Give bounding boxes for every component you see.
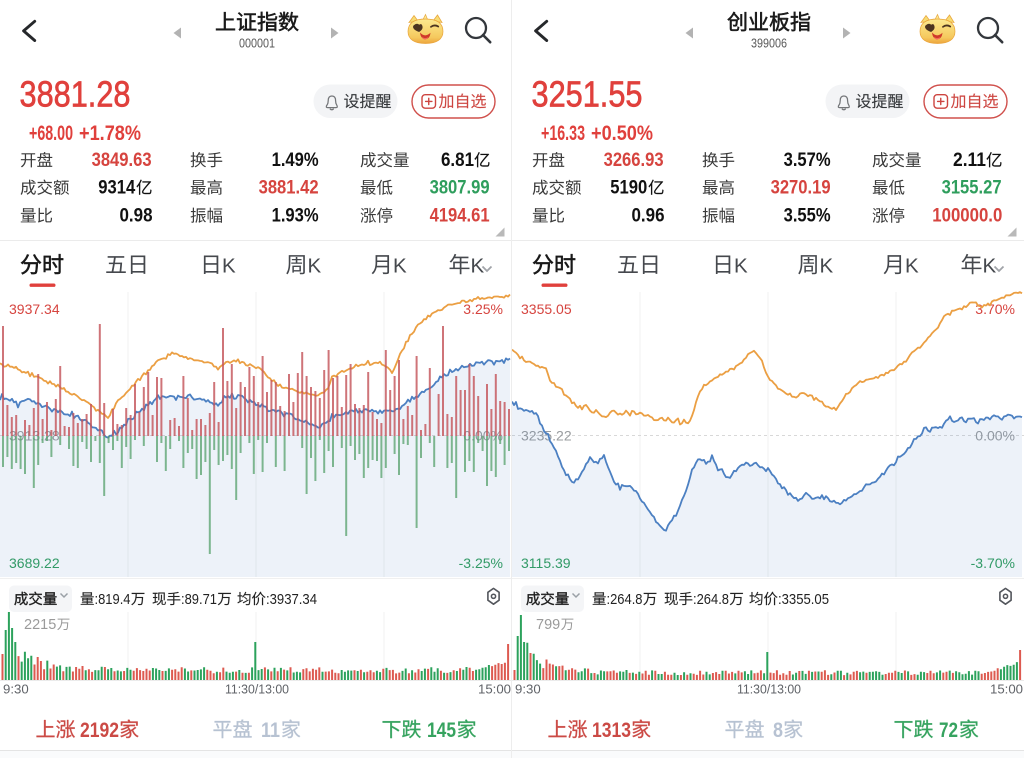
svg-text:799: 799	[536, 617, 560, 633]
svg-text::819.4: :819.4	[95, 591, 131, 608]
svg-text:K: K	[905, 255, 919, 278]
svg-text:K: K	[471, 255, 485, 278]
svg-text::89.71: :89.71	[181, 591, 217, 608]
svg-text:000001: 000001	[239, 37, 275, 51]
svg-text:3849.63: 3849.63	[92, 150, 152, 171]
svg-text:9314: 9314	[98, 178, 135, 199]
svg-text:3115.39: 3115.39	[521, 555, 571, 571]
svg-text:2215: 2215	[24, 617, 56, 633]
svg-text:3.55%: 3.55%	[784, 206, 831, 227]
svg-text:4194.61: 4194.61	[430, 206, 490, 227]
svg-text:0.00%: 0.00%	[975, 428, 1015, 444]
svg-text:5190: 5190	[610, 178, 647, 199]
svg-text:3689.22: 3689.22	[9, 555, 60, 571]
svg-text:2192: 2192	[80, 718, 119, 742]
svg-text:K: K	[222, 255, 236, 278]
svg-text:399006: 399006	[751, 37, 787, 51]
svg-text:-3.25%: -3.25%	[459, 555, 503, 571]
svg-text:+16.33: +16.33	[541, 121, 585, 145]
svg-text:1313: 1313	[592, 718, 631, 742]
svg-text:1.49%: 1.49%	[272, 150, 319, 171]
svg-text:3155.27: 3155.27	[942, 178, 1002, 199]
svg-text:15:00: 15:00	[990, 682, 1023, 697]
svg-text:-3.70%: -3.70%	[971, 555, 1015, 571]
svg-text:K: K	[734, 255, 748, 278]
svg-text::3937.34: :3937.34	[266, 591, 317, 608]
svg-text::3355.05: :3355.05	[778, 591, 829, 608]
svg-text:11: 11	[261, 718, 280, 742]
svg-text:+0.50%: +0.50%	[591, 121, 653, 145]
svg-text:145: 145	[427, 718, 456, 742]
svg-text:0.96: 0.96	[632, 206, 665, 227]
svg-text:3937.34: 3937.34	[9, 301, 60, 317]
svg-text:3.57%: 3.57%	[784, 150, 831, 171]
svg-text:3235.22: 3235.22	[521, 428, 572, 444]
svg-text:11:30/13:00: 11:30/13:00	[225, 682, 289, 697]
svg-text:+1.78%: +1.78%	[79, 121, 141, 145]
svg-text:K: K	[393, 255, 407, 278]
svg-text:0.98: 0.98	[120, 206, 153, 227]
svg-text:3.25%: 3.25%	[463, 301, 503, 317]
svg-text:3270.19: 3270.19	[771, 178, 831, 199]
svg-text:3807.99: 3807.99	[430, 178, 490, 199]
svg-text:9:30: 9:30	[3, 682, 29, 697]
svg-text:9:30: 9:30	[515, 682, 541, 697]
svg-text:3266.93: 3266.93	[604, 150, 664, 171]
svg-text:K: K	[820, 255, 834, 278]
svg-text::264.8: :264.8	[607, 591, 643, 608]
svg-text:3251.55: 3251.55	[532, 74, 643, 115]
svg-text:1.93%: 1.93%	[272, 206, 319, 227]
svg-text:8: 8	[773, 718, 783, 742]
svg-text::264.8: :264.8	[693, 591, 729, 608]
svg-text:100000.0: 100000.0	[932, 206, 1002, 227]
svg-text:11:30/13:00: 11:30/13:00	[737, 682, 801, 697]
svg-text:3.70%: 3.70%	[975, 301, 1015, 317]
svg-text:3881.42: 3881.42	[259, 178, 319, 199]
svg-text:15:00: 15:00	[478, 682, 511, 697]
svg-text:K: K	[983, 255, 997, 278]
svg-text:6.81: 6.81	[441, 150, 474, 171]
svg-text:3355.05: 3355.05	[521, 301, 572, 317]
svg-text:K: K	[308, 255, 322, 278]
svg-text:3881.28: 3881.28	[20, 74, 131, 115]
svg-text:72: 72	[939, 718, 958, 742]
svg-text:2.11: 2.11	[953, 150, 986, 171]
svg-text:+68.00: +68.00	[29, 121, 73, 145]
